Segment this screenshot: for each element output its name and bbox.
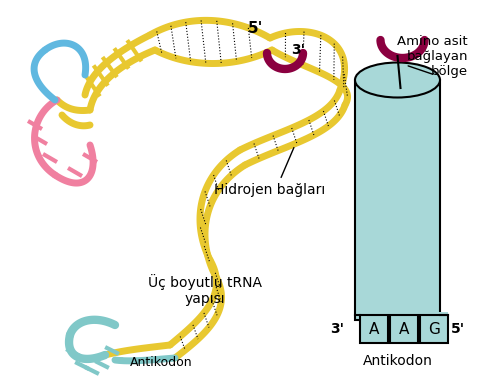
Text: Üç boyutlu tRNA
yapısı: Üç boyutlu tRNA yapısı: [148, 274, 262, 306]
FancyBboxPatch shape: [360, 315, 388, 343]
Text: 5': 5': [247, 21, 263, 36]
Text: Amino asit
bağlayan
bölge: Amino asit bağlayan bölge: [398, 35, 468, 78]
Text: Hidrojen bağları: Hidrojen bağları: [215, 183, 326, 197]
Ellipse shape: [355, 62, 440, 98]
Text: 5': 5': [451, 322, 465, 336]
Text: Antikodon: Antikodon: [363, 354, 432, 368]
Text: G: G: [428, 321, 440, 337]
FancyBboxPatch shape: [420, 315, 448, 343]
Text: A: A: [369, 321, 379, 337]
Text: 3': 3': [330, 322, 344, 336]
Text: A: A: [399, 321, 409, 337]
FancyBboxPatch shape: [355, 80, 440, 320]
Text: Antikodon: Antikodon: [130, 355, 193, 368]
FancyBboxPatch shape: [390, 315, 418, 343]
Bar: [360, 312, 448, 327]
Text: 3': 3': [291, 43, 305, 57]
